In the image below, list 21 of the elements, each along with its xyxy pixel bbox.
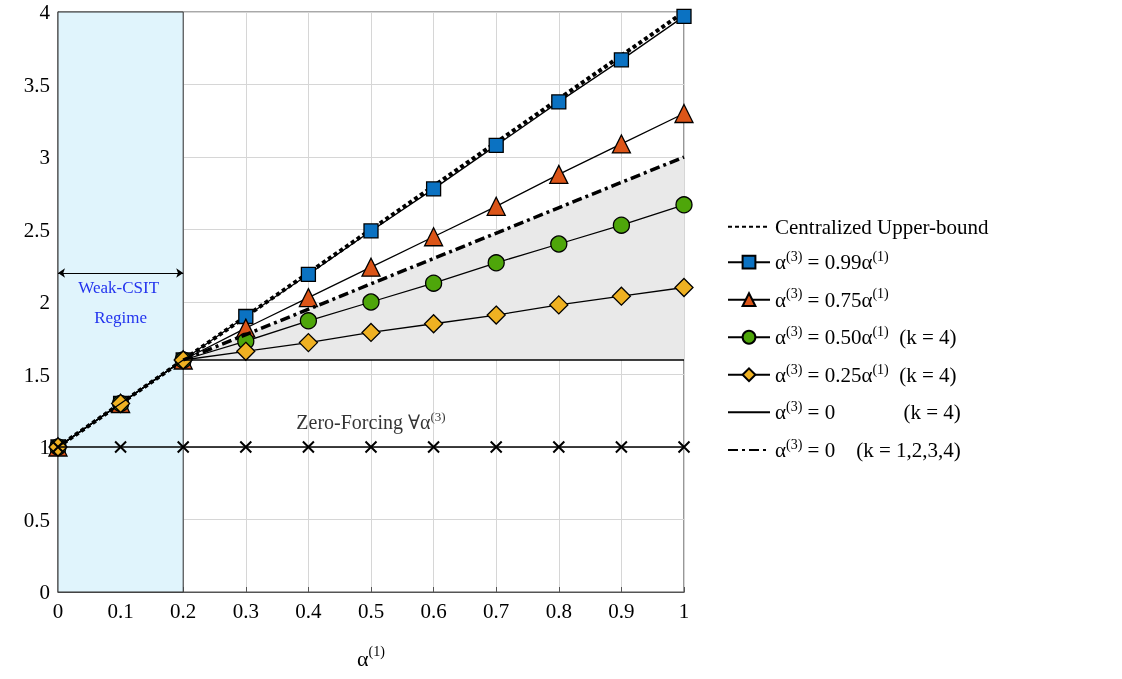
x-tick-label: 0.7 <box>483 598 510 623</box>
x-tick-label: 0.4 <box>295 598 323 623</box>
y-tick-label: 1.5 <box>23 362 50 387</box>
x-tick-label: 0.3 <box>232 598 259 623</box>
x-tick-label: 0.2 <box>170 598 197 623</box>
y-tick-label: 2 <box>39 290 50 314</box>
x-tick-label: 0.5 <box>357 598 385 623</box>
x-tick-label: 0.1 <box>107 598 134 623</box>
x-tick-label: 0.8 <box>545 598 572 623</box>
y-tick-label: 0 <box>39 580 50 604</box>
y-tick-label: 4 <box>39 0 51 24</box>
x-tick-label: 1 <box>678 598 690 623</box>
legend-label: Centralized Upper-bound <box>775 214 990 239</box>
y-tick-label: 0.5 <box>23 507 50 532</box>
y-tick-label: 3 <box>39 145 50 169</box>
x-tick-label: 0.6 <box>420 598 447 623</box>
y-tick-label: 3.5 <box>23 72 50 97</box>
band-label: Weak-CSIT Regime <box>78 277 163 327</box>
x-tick-label: 0.9 <box>608 598 635 623</box>
y-tick-label: 2.5 <box>23 217 50 242</box>
y-tick-label: 1 <box>39 435 50 459</box>
